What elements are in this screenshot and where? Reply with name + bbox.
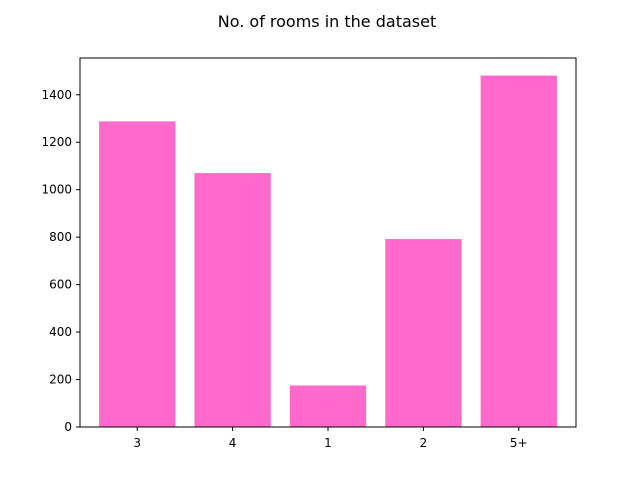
y-tick-label: 200 <box>49 373 72 387</box>
x-tick-label: 1 <box>324 436 332 450</box>
x-tick-label: 4 <box>229 436 237 450</box>
y-tick-label: 600 <box>49 278 72 292</box>
y-tick-label: 800 <box>49 230 72 244</box>
x-axis-ticks: 3 4 1 2 5+ <box>133 427 528 450</box>
bars-layer <box>99 75 557 428</box>
y-tick-label: 0 <box>64 420 72 434</box>
y-tick-label: 400 <box>49 325 72 339</box>
x-tick-label: 5+ <box>510 436 528 450</box>
bar-4 <box>194 173 271 427</box>
bar-2 <box>385 239 462 427</box>
x-tick-label: 2 <box>420 436 428 450</box>
chart-title: No. of rooms in the dataset <box>218 12 436 31</box>
y-tick-label: 1000 <box>41 183 72 197</box>
y-tick-label: 1200 <box>41 135 72 149</box>
bar-5+ <box>480 75 557 427</box>
bar-3 <box>99 121 176 428</box>
x-tick-label: 3 <box>133 436 141 450</box>
bar-1 <box>289 385 367 427</box>
y-axis-ticks: 0 200 400 600 800 1000 1200 1400 <box>41 88 80 434</box>
y-tick-label: 1400 <box>41 88 72 102</box>
